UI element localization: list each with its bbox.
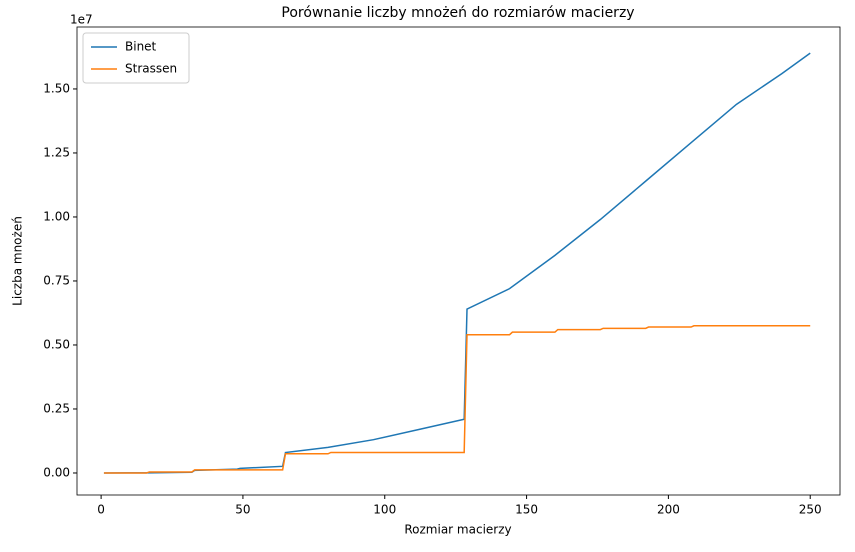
y-tick-label: 1.00 bbox=[43, 209, 70, 223]
chart-title: Porównanie liczby mnożeń do rozmiarów ma… bbox=[281, 5, 634, 21]
x-tick-label: 150 bbox=[515, 503, 538, 517]
plot-frame bbox=[76, 26, 841, 496]
y-tick-label: 0.00 bbox=[43, 465, 70, 479]
x-tick-label: 0 bbox=[97, 503, 105, 517]
y-tick-label: 1.25 bbox=[43, 145, 70, 159]
legend-label: Binet bbox=[125, 40, 157, 54]
x-tick-label: 100 bbox=[373, 503, 396, 517]
series-line bbox=[103, 325, 811, 474]
legend-label: Strassen bbox=[125, 62, 177, 76]
series-line bbox=[103, 52, 811, 474]
y-tick-label: 0.25 bbox=[43, 401, 70, 415]
x-axis-label: Rozmiar macierzy bbox=[404, 523, 511, 537]
x-tick-label: 250 bbox=[799, 503, 822, 517]
x-tick-label: 200 bbox=[657, 503, 680, 517]
legend-box bbox=[82, 32, 190, 84]
y-tick-label: 1.50 bbox=[43, 81, 70, 95]
y-offset-label: 1e7 bbox=[70, 13, 93, 27]
y-tick-label: 0.75 bbox=[43, 273, 70, 287]
y-tick-label: 0.50 bbox=[43, 337, 70, 351]
y-axis-label: Liczba mnożeń bbox=[11, 216, 25, 306]
x-tick-label: 50 bbox=[235, 503, 250, 517]
